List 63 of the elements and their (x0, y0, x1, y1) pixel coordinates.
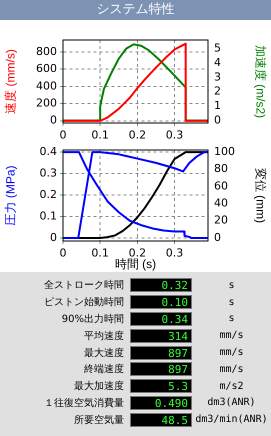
category-label: 所要空気量 (73, 414, 125, 427)
x-tick-label: 0 (60, 128, 66, 142)
text: 5.3 (168, 380, 188, 394)
y2-tick-label: 3 (214, 70, 221, 84)
x-tick-label: 0.3 (166, 128, 184, 142)
y-tick-label: 0.1 (40, 209, 57, 222)
text: 48.5 (162, 414, 188, 427)
x-tick-label: 0.3 (166, 246, 184, 260)
text: s (227, 296, 236, 308)
y2-tick-label: 4 (214, 56, 221, 69)
text: 0.34 (162, 312, 188, 326)
category-label: ピストン始動時間 (43, 296, 125, 310)
category-label: 90%出力時間 (60, 312, 125, 326)
text: 0.10 (162, 296, 188, 310)
text: mm/s (218, 347, 245, 358)
y2-axis-title: 加速度 (m/s2) (253, 44, 268, 118)
y2-axis-title: 変位 (mm) (253, 168, 268, 224)
category-label: 全ストローク時間 (43, 278, 125, 292)
y2-tick-label: 40 (214, 196, 228, 210)
x-tick-label: 0.2 (128, 246, 146, 260)
x-tick-label: 0.2 (128, 128, 146, 142)
category-label: 最大速度 (83, 346, 125, 360)
y2-tick-label: 0 (214, 113, 221, 126)
text: s (227, 280, 236, 291)
y2-tick-label: 2 (214, 84, 221, 98)
y-tick-label: 600 (36, 62, 57, 76)
category-label: 最大加速度 (73, 380, 125, 394)
text: 897 (168, 346, 188, 360)
text: mm/s (218, 364, 245, 375)
category-label: 終端速度 (83, 362, 125, 376)
y-axis-title: 速度 (mm/s) (4, 49, 18, 114)
text: 0.32 (162, 279, 188, 292)
text: mm/s (218, 330, 245, 342)
y-tick-label: 800 (36, 44, 57, 58)
y2-tick-label: 0 (214, 230, 221, 244)
y2-tick-label: 60 (214, 179, 228, 192)
x-tick-label: 0 (60, 246, 66, 260)
y2-tick-label: 80 (214, 162, 228, 176)
x-tick-label: 0.1 (91, 128, 109, 142)
text: 0.490 (154, 396, 188, 410)
text: s (227, 313, 236, 324)
category-label: 平均速度 (83, 330, 125, 343)
y2-tick-label: 20 (214, 214, 228, 227)
text: dm3(ANR) (206, 397, 257, 408)
text: 314 (168, 330, 188, 343)
y-axis-title: 圧力 (MPa) (4, 165, 18, 226)
y-tick-label: 0.4 (40, 145, 57, 158)
text: 897 (168, 363, 188, 376)
y-tick-label: 400 (36, 79, 57, 92)
y2-tick-label: 100 (214, 145, 235, 158)
y-tick-label: 0 (50, 114, 57, 127)
category-label: １往復空気消費量 (43, 396, 125, 410)
x-axis-title: 時間 (s) (114, 257, 156, 272)
x-tick-label: 0.1 (91, 246, 109, 260)
y-tick-label: 0.2 (40, 188, 57, 201)
y-tick-label: 0.3 (40, 166, 57, 180)
y-tick-label: 200 (36, 96, 57, 110)
y-tick-label: 0 (50, 230, 57, 244)
text: dm3/min(ANR) (194, 414, 269, 426)
chart-title: システム特性 (0, 0, 271, 20)
y2-tick-label: 1 (214, 99, 221, 112)
text: m/s2 (218, 380, 245, 392)
y2-tick-label: 5 (214, 41, 221, 54)
